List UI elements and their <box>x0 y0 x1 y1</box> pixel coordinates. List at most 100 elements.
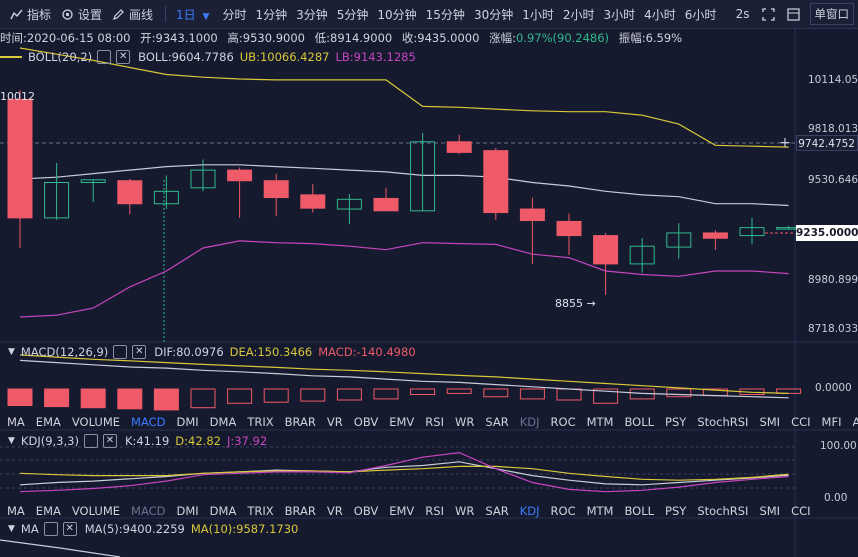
indicator-tab-volume[interactable]: VOLUME <box>71 504 121 518</box>
indicator-tab-ma[interactable]: MA <box>7 415 25 429</box>
timeframe-option[interactable]: 6小时 <box>684 7 717 22</box>
kdj-name: KDJ(9,3,3) <box>20 434 79 448</box>
indicator-tab-obv[interactable]: OBV <box>353 415 379 429</box>
timeframe-option[interactable]: 1分钟 <box>255 7 288 22</box>
indicator-tab-dmi[interactable]: DMI <box>176 504 199 518</box>
interval-dropdown[interactable]: 1日 ▼ <box>176 6 209 23</box>
kdj-k: K:41.19 <box>124 434 170 448</box>
indicator-tab-smi[interactable]: SMI <box>759 415 781 429</box>
indicator-tab-sar[interactable]: SAR <box>485 504 509 518</box>
high-annotation: 10012 <box>0 90 35 103</box>
indicator-tab-vr[interactable]: VR <box>326 415 343 429</box>
indicator-tab-psy[interactable]: PSY <box>665 415 687 429</box>
boll-settings-icon[interactable] <box>97 50 112 64</box>
timeframe-option[interactable]: 3小时 <box>603 7 636 22</box>
macd-close-icon[interactable]: ✕ <box>132 345 147 359</box>
indicator-tab-rsi[interactable]: RSI <box>425 504 444 518</box>
boll-lower-line <box>19 240 789 318</box>
indicator-tab-dma[interactable]: DMA <box>209 504 237 518</box>
ma-settings-icon[interactable] <box>43 522 58 536</box>
indicator-tab-psy[interactable]: PSY <box>665 504 687 518</box>
indicator-tab-vr[interactable]: VR <box>326 504 343 518</box>
indicator-tab-trix[interactable]: TRIX <box>247 415 274 429</box>
indicators-button[interactable]: 指标 <box>10 6 51 23</box>
draw-button[interactable]: 画线 <box>112 6 153 23</box>
indicator-tab-kdj[interactable]: KDJ <box>519 504 540 518</box>
candle-body <box>446 141 472 153</box>
indicator-tab-dmi[interactable]: DMI <box>176 415 199 429</box>
indicator-tab-kdj[interactable]: KDJ <box>519 415 540 429</box>
boll-close-icon[interactable]: ✕ <box>116 50 131 64</box>
indicator-tab-dma[interactable]: DMA <box>209 415 237 429</box>
candle-body <box>227 169 253 182</box>
candle-body <box>483 150 509 214</box>
ma10-value: MA(10):9587.1730 <box>190 522 299 536</box>
indicator-tab-smi[interactable]: SMI <box>759 504 781 518</box>
indicator-tab-ema[interactable]: EMA <box>35 415 61 429</box>
collapse-icon[interactable]: ▼ <box>8 436 15 446</box>
indicator-tab-mfi[interactable]: MFI <box>821 415 842 429</box>
indicators-label: 指标 <box>27 7 52 22</box>
macd-histogram-bar <box>336 388 362 401</box>
indicator-tab-stochrsi[interactable]: StochRSI <box>697 504 749 518</box>
indicator-tab-boll[interactable]: BOLL <box>624 504 655 518</box>
indicator-tab-roc[interactable]: ROC <box>550 504 576 518</box>
indicator-tab-boll[interactable]: BOLL <box>624 415 655 429</box>
indicator-tab-mtm[interactable]: MTM <box>586 504 614 518</box>
kdj-axis-label: 100.00 <box>820 440 857 452</box>
crosshair-add-button[interactable]: + <box>779 135 791 151</box>
indicator-tab-wr[interactable]: WR <box>454 415 475 429</box>
indicator-tab-trix[interactable]: TRIX <box>247 504 274 518</box>
ma-close-icon[interactable]: ✕ <box>62 522 77 536</box>
indicator-tab-macd[interactable]: MACD <box>131 504 166 518</box>
timeframe-option[interactable]: 5分钟 <box>336 7 369 22</box>
collapse-icon[interactable]: ▼ <box>8 347 15 357</box>
indicator-tab-atr[interactable]: ATR <box>852 415 858 429</box>
timeframe-option[interactable]: 15分钟 <box>425 7 465 22</box>
timeframe-option[interactable]: 1小时 <box>522 7 554 22</box>
timeframe-option[interactable]: 10分钟 <box>377 7 417 22</box>
indicator-tab-cci[interactable]: CCI <box>791 504 811 518</box>
settings-button[interactable]: 设置 <box>61 6 102 23</box>
timeframe-option[interactable]: 4小时 <box>644 7 676 22</box>
refresh-rate[interactable]: 2s <box>735 7 750 21</box>
indicator-tab-macd[interactable]: MACD <box>131 415 166 429</box>
indicator-tab-emv[interactable]: EMV <box>389 504 415 518</box>
price-axis-label: 9818.0138 <box>808 123 858 135</box>
indicator-tab-obv[interactable]: OBV <box>353 504 379 518</box>
kdj-settings-icon[interactable] <box>83 434 98 448</box>
timeframe-option[interactable]: 2小时 <box>562 7 595 22</box>
macd-histogram-bar <box>410 388 436 395</box>
candle-body <box>263 180 289 199</box>
last-price-tag: 9235.0000 <box>796 225 858 241</box>
indicator-tab-rsi[interactable]: RSI <box>425 415 444 429</box>
indicator-tab-roc[interactable]: ROC <box>550 415 576 429</box>
macd-name: MACD(12,26,9) <box>20 345 109 359</box>
indicator-tab-ema[interactable]: EMA <box>35 504 61 518</box>
kdj-close-icon[interactable]: ✕ <box>102 434 117 448</box>
window-mode-dropdown[interactable]: 单窗口 <box>809 3 854 25</box>
indicator-tab-volume[interactable]: VOLUME <box>71 415 121 429</box>
timeframe-option[interactable]: 分时 <box>222 7 247 22</box>
macd-histogram-bar <box>519 388 545 400</box>
indicator-tab-mtm[interactable]: MTM <box>586 415 614 429</box>
fullscreen-icon[interactable] <box>761 7 775 21</box>
indicator-tab-stochrsi[interactable]: StochRSI <box>697 415 749 429</box>
indicator-tab-brar[interactable]: BRAR <box>284 415 316 429</box>
indicator-tab-cci[interactable]: CCI <box>791 415 811 429</box>
indicator-tab-emv[interactable]: EMV <box>389 415 415 429</box>
timeframe-option[interactable]: 3分钟 <box>296 7 328 22</box>
candle-body <box>519 208 545 222</box>
indicator-tab-wr[interactable]: WR <box>454 504 475 518</box>
indicator-tab-sar[interactable]: SAR <box>485 415 509 429</box>
collapse-icon[interactable]: ▼ <box>8 524 15 534</box>
macd-settings-icon[interactable] <box>113 345 128 359</box>
kdj-k-line <box>19 461 789 486</box>
candle-body <box>80 179 106 183</box>
indicator-tab-ma[interactable]: MA <box>7 504 25 518</box>
indicator-tab-brar[interactable]: BRAR <box>284 504 316 518</box>
settings-panel-icon[interactable] <box>786 7 800 21</box>
timeframe-list: 分时 1分钟 3分钟 5分钟 10分钟 15分钟 30分钟 1小时 2小时 3小时 4小时 6小时 <box>213 6 716 23</box>
timeframe-option[interactable]: 30分钟 <box>473 7 514 22</box>
